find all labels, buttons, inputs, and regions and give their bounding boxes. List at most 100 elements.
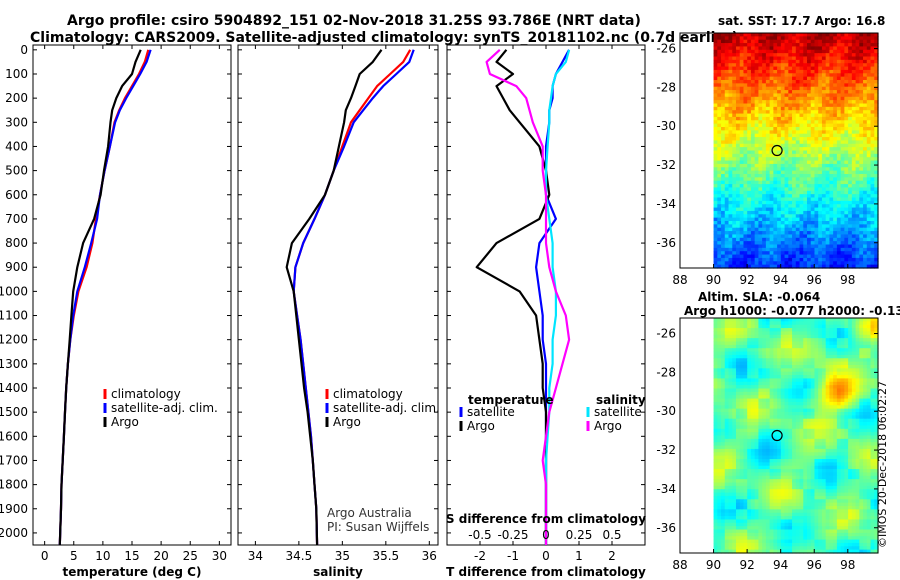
- sst-map-cell: [874, 96, 879, 101]
- sst-map-cell: [870, 174, 875, 178]
- sst-map-cell: [848, 177, 853, 182]
- sst-map-cell: [784, 177, 789, 182]
- sla-map-cell: [836, 418, 842, 423]
- sst-map-cell: [780, 86, 786, 91]
- sla-map-cell: [866, 318, 872, 322]
- sla-map-cell: [859, 385, 864, 390]
- sst-map-cell: [765, 160, 771, 165]
- sst-map-cell: [818, 231, 823, 236]
- sla-map-cell: [769, 401, 774, 406]
- sla-map-cell: [721, 405, 726, 410]
- sst-map-cell: [728, 214, 733, 219]
- sla-map-cell: [735, 344, 741, 349]
- sla-map-cell: [732, 412, 737, 416]
- sla-map-cell: [724, 412, 730, 416]
- sst-map-cell: [732, 100, 737, 105]
- sst-map-cell: [866, 127, 872, 131]
- sst-map-cell: [810, 153, 816, 158]
- sst-map-cell: [747, 103, 752, 108]
- sst-map-cell: [829, 197, 834, 202]
- sst-map-cell: [780, 227, 786, 232]
- sst-map-cell: [810, 49, 816, 54]
- sst-map-cell: [788, 103, 793, 108]
- sst-map-cell: [792, 123, 797, 128]
- sst-map-cell: [799, 184, 804, 189]
- sla-map-cell: [806, 378, 812, 383]
- sst-map-cell: [833, 214, 838, 219]
- sst-map-cell: [825, 207, 831, 212]
- sst-map-cell: [750, 264, 756, 269]
- sla-map-cell: [728, 338, 733, 343]
- sla-map-cell: [732, 418, 737, 423]
- sst-map-cell: [859, 184, 864, 189]
- difference-xlabel: T difference from climatology: [446, 565, 646, 579]
- sla-map-cell: [721, 432, 726, 437]
- sla-map-cell: [840, 341, 845, 346]
- sst-map-cell: [773, 227, 778, 232]
- sla-map-cell: [859, 365, 864, 369]
- sst-map-cell: [795, 76, 801, 81]
- sst-map-cell: [799, 63, 804, 68]
- sst-map-cell: [836, 127, 842, 131]
- sst-map-cell: [840, 133, 845, 138]
- sst-map-cell: [762, 167, 767, 172]
- sst-map-cell: [773, 110, 778, 115]
- sst-map-cell: [874, 217, 879, 222]
- sst-map-cell: [754, 210, 760, 215]
- sla-map-cell: [765, 435, 771, 440]
- sla-map-cell: [863, 438, 868, 443]
- sst-map-cell: [859, 53, 864, 58]
- sla-map-cell: [855, 408, 860, 413]
- sla-map-cell: [818, 381, 823, 386]
- sla-map-cell: [717, 391, 722, 396]
- sst-map-cell: [754, 53, 760, 58]
- sst-map-cell: [728, 174, 733, 178]
- sst-map-cell: [792, 100, 797, 105]
- sst-map-cell: [844, 59, 849, 64]
- sla-map-cell: [780, 328, 786, 333]
- sla-map-cell: [821, 381, 827, 386]
- sst-map-cell: [810, 56, 816, 61]
- sla-map-cell: [721, 428, 726, 433]
- sla-map-cell: [814, 422, 819, 427]
- sst-map-cell: [765, 53, 771, 58]
- sst-map-cell: [765, 73, 771, 78]
- sla-map-cell: [758, 344, 763, 349]
- sst-map-cell: [795, 177, 801, 182]
- sst-map-cell: [833, 106, 838, 111]
- sst-map-cell: [806, 157, 812, 162]
- sst-map-cell: [870, 59, 875, 64]
- sst-map-cell: [784, 80, 789, 84]
- sla-map-cell: [840, 378, 845, 383]
- sla-map-cell: [739, 348, 745, 353]
- sst-map-cell: [818, 153, 823, 158]
- sst-map-cell: [855, 247, 860, 252]
- sst-map-cell: [735, 103, 741, 108]
- sst-map-cell: [795, 247, 801, 252]
- sla-map-cell: [728, 432, 733, 437]
- sst-map-cell: [836, 167, 842, 172]
- sla-map-cell: [844, 401, 849, 406]
- sst-map-cell: [870, 63, 875, 68]
- sla-map-cell: [721, 344, 726, 349]
- sla-map-cell: [732, 381, 737, 386]
- sla-map-cell: [728, 435, 733, 440]
- sla-map-cell: [803, 378, 808, 383]
- sla-map-cell: [810, 321, 816, 326]
- sst-map-cell: [758, 251, 763, 256]
- sst-map-cell: [840, 116, 845, 121]
- sst-map-cell: [870, 127, 875, 131]
- sst-map-cell: [844, 36, 849, 41]
- sst-map-cell: [713, 73, 718, 78]
- sla-map-cell: [810, 432, 816, 437]
- sla-map-cell: [851, 361, 857, 366]
- sst-map-cell: [863, 177, 868, 182]
- sla-map-cell: [713, 338, 718, 343]
- sst-map-cell: [836, 56, 842, 61]
- sst-map-cell: [795, 73, 801, 78]
- sst-map-cell: [773, 49, 778, 54]
- sla-map-cell: [743, 405, 748, 410]
- sla-map-cell: [795, 341, 801, 346]
- sst-map-cell: [739, 247, 745, 252]
- sst-map-cell: [758, 160, 763, 165]
